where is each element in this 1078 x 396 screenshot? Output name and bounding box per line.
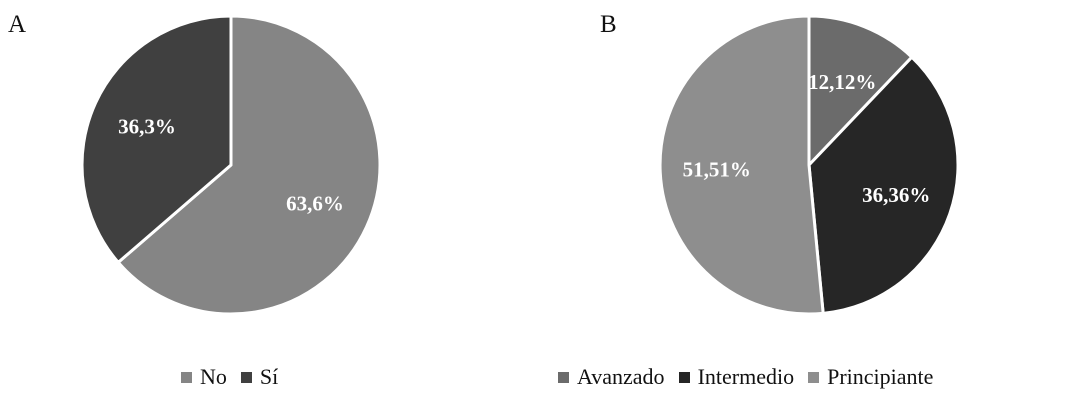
data-label-no: 63,6% — [286, 191, 344, 215]
legend-item-principiante: Principiante — [808, 366, 933, 388]
legend-swatch-no — [181, 371, 192, 383]
pie-slice-si — [80, 14, 233, 264]
legend-item-intermedio: Intermedio — [678, 364, 795, 389]
data-label-avanzado: 12,12% — [808, 70, 876, 94]
legend-label-intermedio: Intermedio — [697, 364, 795, 389]
legend-label-si: Sí — [259, 364, 279, 389]
pie-slice-intermedio — [807, 55, 960, 315]
panel-letter-b: B — [600, 11, 617, 38]
legend-label-avanzado: Avanzado — [577, 364, 665, 389]
legend-b: Avanzado Intermedio Principiante — [558, 366, 947, 388]
legend-a: No Sí — [181, 366, 292, 388]
data-label-principiante: 51,51% — [683, 157, 751, 181]
legend-label-principiante: Principiante — [827, 364, 934, 389]
pie-slice-no — [116, 14, 382, 316]
data-label-si: 36,3% — [118, 115, 176, 139]
legend-swatch-intermedio — [678, 371, 690, 383]
legend-swatch-si — [240, 371, 252, 383]
pie-chart-b: 12,12% 36,36% 51,51% — [658, 14, 960, 316]
pie-slice-principiante — [658, 14, 825, 316]
legend-swatch-avanzado — [558, 371, 569, 383]
pie-slice-avanzado — [807, 14, 914, 167]
legend-item-si: Sí — [240, 364, 279, 389]
panel-letter-a: A — [8, 11, 27, 38]
legend-swatch-principiante — [808, 371, 820, 383]
legend-item-no: No — [181, 366, 227, 388]
data-label-intermedio: 36,36% — [862, 183, 930, 207]
legend-label-no: No — [200, 364, 227, 389]
legend-item-avanzado: Avanzado — [558, 366, 665, 388]
pie-chart-a: 63,6% 36,3% — [80, 14, 382, 316]
